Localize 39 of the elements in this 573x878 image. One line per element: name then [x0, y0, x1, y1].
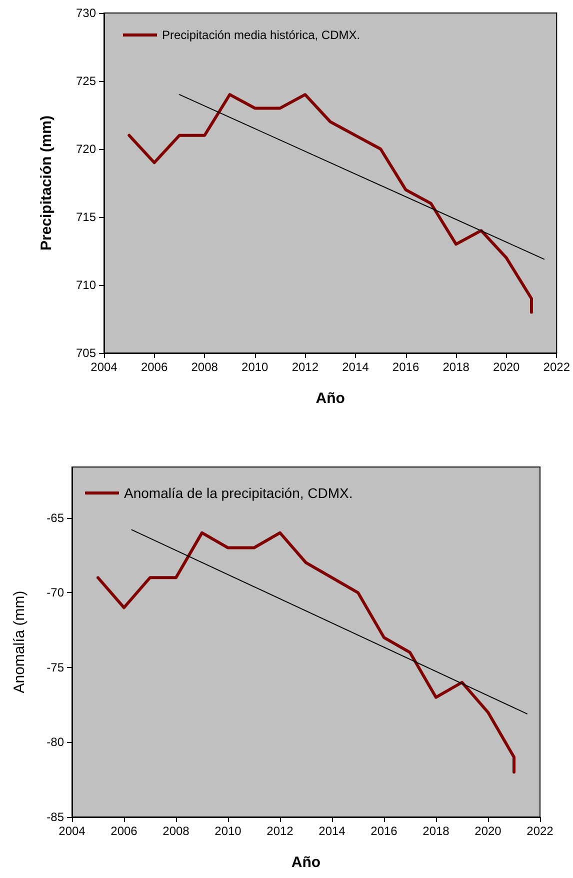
line-series — [96, 531, 516, 774]
y-axis-title: Anomalía (mm) — [11, 590, 28, 694]
x-tick-label: 2020 — [493, 360, 520, 374]
y-tick-label: 730 — [76, 6, 96, 20]
legend-label: Anomalía de la precipitación, CDMX. — [124, 485, 353, 501]
x-tick-label: 2010 — [214, 824, 242, 838]
x-tick-label: 2008 — [162, 824, 190, 838]
x-tick-label: 2004 — [90, 360, 118, 374]
x-tick-label: 2010 — [242, 360, 269, 374]
line-series — [128, 93, 534, 314]
y-tick-label: -85 — [46, 810, 64, 824]
x-tick-label: 2022 — [543, 360, 570, 374]
x-tick-label: 2008 — [191, 360, 218, 374]
y-tick-label: -65 — [46, 510, 64, 525]
x-tick-label: 2014 — [342, 360, 370, 374]
y-tick-label: 705 — [76, 346, 96, 360]
x-tick-label: 2004 — [58, 824, 86, 838]
x-tick-label: 2012 — [266, 824, 294, 838]
x-tick-label: 2022 — [526, 824, 554, 838]
x-tick-label: 2018 — [422, 824, 450, 838]
y-tick-label: 720 — [76, 142, 96, 156]
x-tick-label: 2020 — [474, 824, 502, 838]
y-axis-title: Precipitación (mm) — [38, 115, 55, 251]
x-tick-label: 2006 — [110, 824, 138, 838]
y-tick-label: -80 — [46, 735, 64, 750]
y-tick-label: 725 — [76, 74, 96, 88]
x-tick-label: 2018 — [442, 360, 470, 374]
x-tick-label: 2012 — [292, 360, 319, 374]
x-tick-label: 2016 — [392, 360, 420, 374]
y-tick-label: -75 — [46, 660, 64, 674]
x-axis-title: Año — [291, 854, 321, 871]
y-tick-label: 715 — [76, 210, 96, 224]
x-tick-label: 2006 — [140, 360, 168, 374]
y-tick-label: -70 — [46, 586, 64, 600]
x-axis-title: Año — [316, 390, 345, 407]
x-tick-label: 2016 — [370, 824, 398, 838]
legend-label: Precipitación media histórica, CDMX. — [162, 28, 360, 42]
y-tick-label: 710 — [76, 278, 96, 292]
x-tick-label: 2014 — [318, 824, 346, 838]
